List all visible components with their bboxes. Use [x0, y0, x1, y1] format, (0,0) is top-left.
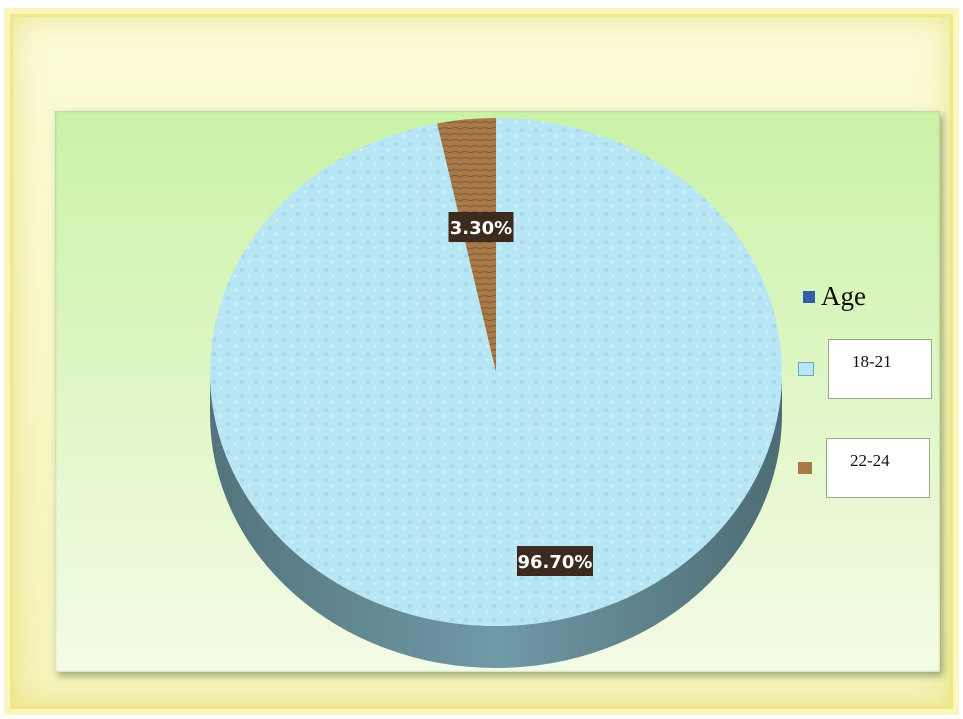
legend-label-18-21: 18-21 [828, 339, 932, 399]
legend-item-22-24: 22-24 [798, 438, 930, 498]
legend-item-18-21: 18-21 [798, 339, 932, 399]
pie-side-shade [210, 372, 782, 668]
legend-title: Age [803, 281, 866, 312]
data-label-18-21: 96.70% [517, 546, 593, 576]
pie-side [210, 372, 782, 668]
pie-top [209, 118, 783, 626]
legend-title-text: Age [821, 281, 866, 311]
legend-swatch-18-21 [798, 362, 814, 376]
pie-data-labels: 96.70% 3.30% [448, 212, 593, 576]
legend-title-marker [803, 290, 815, 303]
pie-slice-texture-22-24 [437, 118, 496, 372]
data-label-text-18-21: 96.70% [518, 552, 593, 573]
legend-swatch-22-24 [798, 462, 812, 474]
legend-label-22-24: 22-24 [826, 438, 930, 498]
data-label-22-24: 3.30% [448, 212, 514, 242]
data-label-text-22-24: 3.30% [450, 218, 512, 239]
